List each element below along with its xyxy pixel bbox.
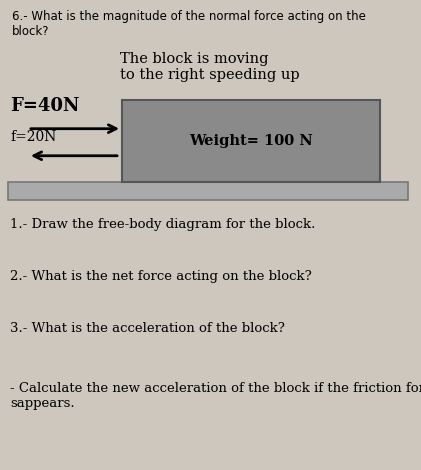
Text: Weight= 100 N: Weight= 100 N	[189, 134, 313, 148]
Text: 2.- What is the net force acting on the block?: 2.- What is the net force acting on the …	[10, 270, 312, 283]
Bar	[122, 100, 380, 182]
Text: The block is moving
to the right speeding up: The block is moving to the right speedin…	[120, 52, 300, 82]
Text: F=40N: F=40N	[10, 97, 80, 115]
Bar	[8, 182, 408, 200]
Text: - Calculate the new acceleration of the block if the friction force
sappears.: - Calculate the new acceleration of the …	[10, 382, 421, 410]
Text: 1.- Draw the free-body diagram for the block.: 1.- Draw the free-body diagram for the b…	[10, 218, 315, 231]
Text: 6.- What is the magnitude of the normal force acting on the
block?: 6.- What is the magnitude of the normal …	[12, 10, 366, 38]
Text: 3.- What is the acceleration of the block?: 3.- What is the acceleration of the bloc…	[10, 322, 285, 335]
Text: f=20N: f=20N	[10, 130, 56, 144]
